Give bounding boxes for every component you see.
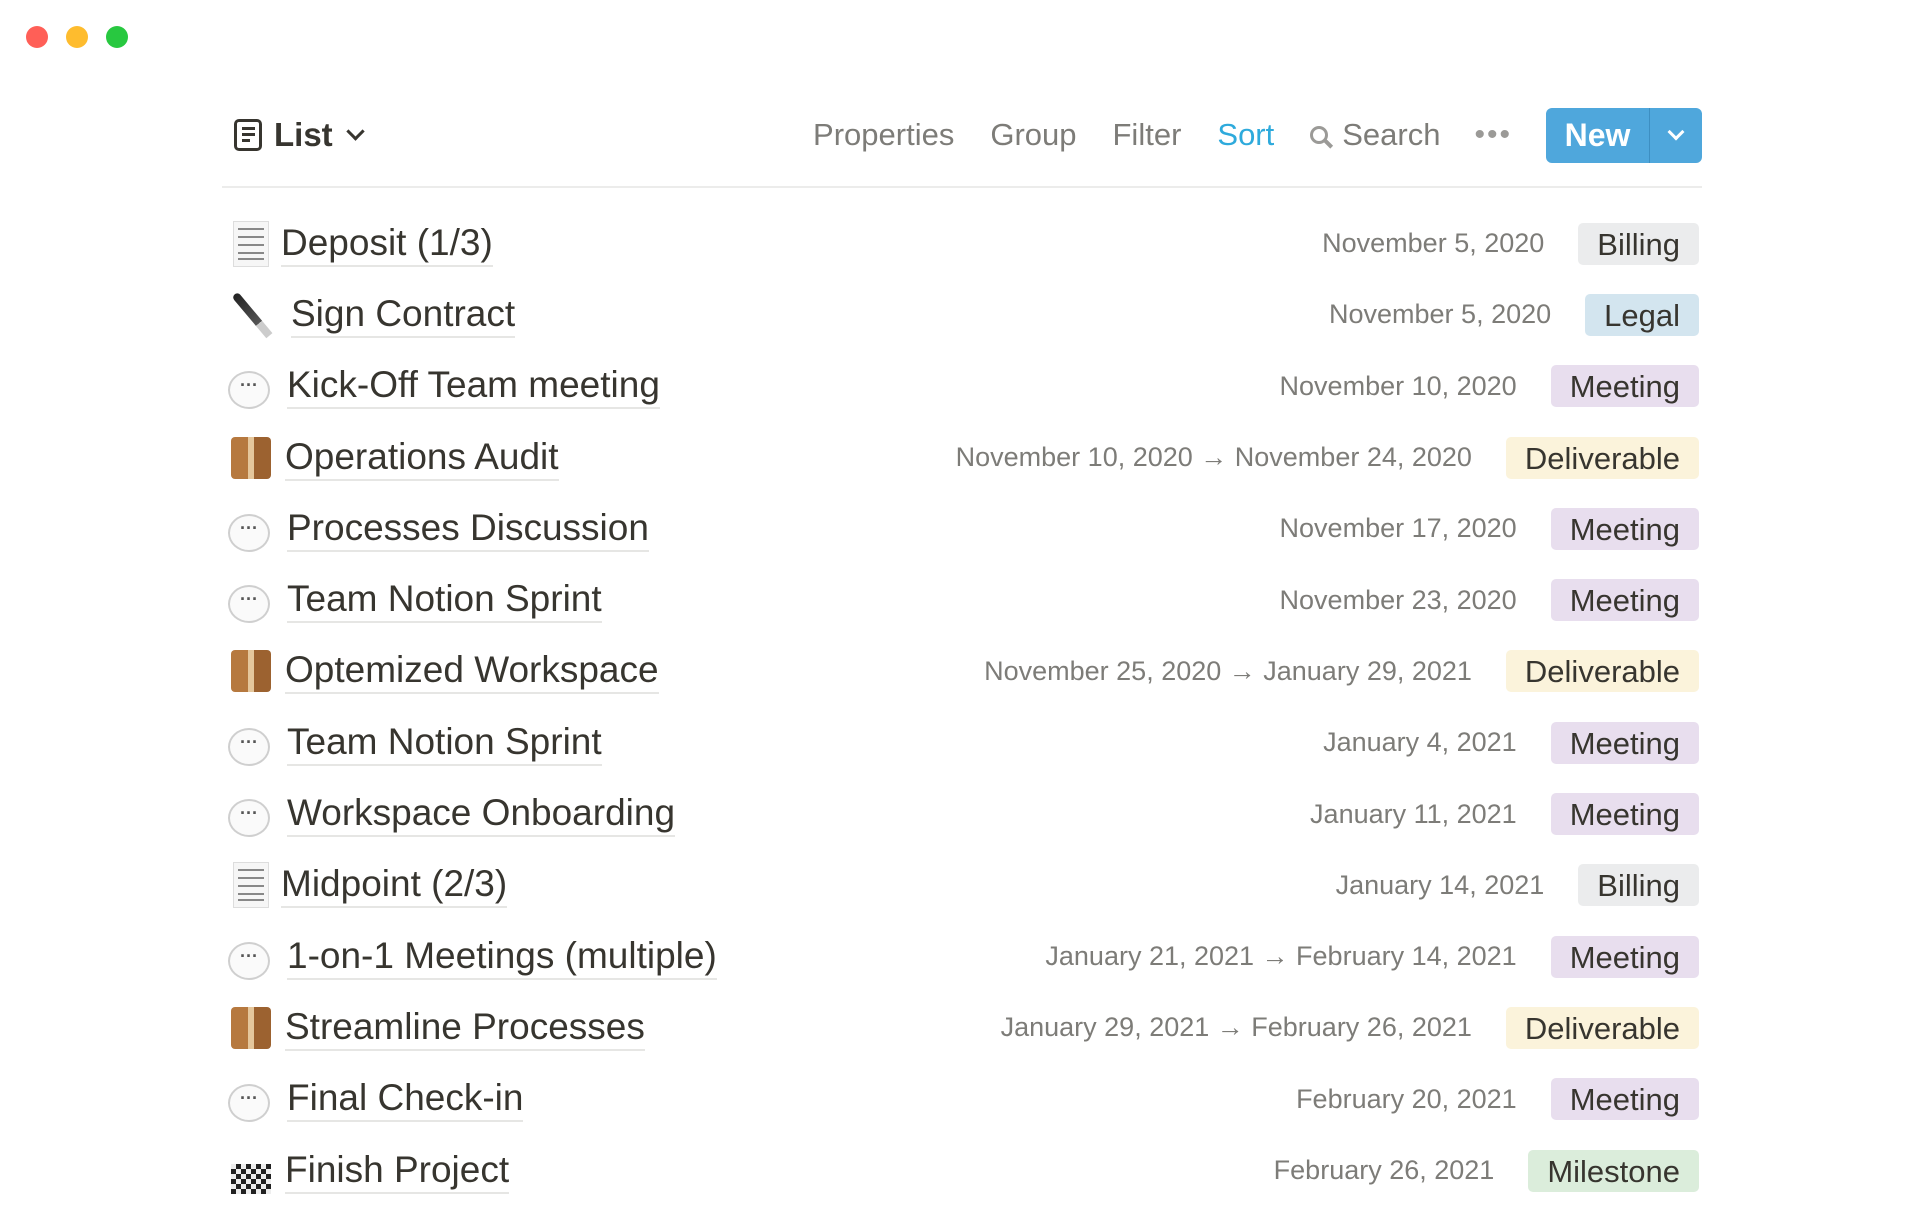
list-item[interactable]: ··· Processes Discussion November 17, 2020… [222,493,1699,564]
item-date: January 21, 2021 → February 14, 2021 [1045,941,1517,972]
item-tag: Meeting [1550,721,1699,764]
chevron-down-icon [345,121,365,141]
item-date: November 25, 2020 → January 29, 2021 [984,655,1472,686]
item-title[interactable]: Streamline Processes [285,1005,645,1051]
item-title[interactable]: Optemized Workspace [285,648,659,695]
list-item[interactable]: ··· Workspace Onboarding January 11, 2021 M… [222,778,1699,849]
more-options-button[interactable]: ••• [1474,118,1512,151]
list-item[interactable]: ··· Team Notion Sprint January 4, 2021 Meet… [222,707,1699,778]
speech-bubble-icon: ··· [228,727,270,766]
list-item[interactable]: Midpoint (2/3) January 14, 2021 Billing [222,850,1699,921]
package-icon [231,436,271,479]
item-title[interactable]: Team Notion Sprint [287,577,602,624]
item-tag: Meeting [1550,935,1699,978]
item-tag: Meeting [1550,793,1699,836]
item-date: November 23, 2020 [1279,584,1517,615]
item-title[interactable]: Midpoint (2/3) [281,862,508,909]
item-date: February 26, 2021 [1273,1155,1495,1185]
window-controls [26,26,128,48]
new-dropdown-button[interactable] [1650,108,1702,163]
database-list: Deposit (1/3) November 5, 2020 Billing Sign… [222,208,1699,1206]
item-tag: Deliverable [1505,436,1699,479]
item-date: November 5, 2020 [1329,299,1552,330]
item-date: February 20, 2021 [1296,1083,1517,1114]
pen-icon [228,292,274,338]
list-item[interactable]: ··· Team Notion Sprint November 23, 2020 Me… [222,564,1699,635]
item-date: November 10, 2020 [1279,370,1517,401]
chevron-down-icon [1667,123,1685,141]
item-tag: Deliverable [1505,1006,1699,1049]
view-switcher[interactable]: List [222,116,365,154]
item-tag: Meeting [1550,365,1699,408]
package-icon [231,650,271,693]
new-button[interactable]: New [1546,107,1650,163]
item-tag: Deliverable [1505,650,1699,693]
item-title[interactable]: Sign Contract [291,292,516,338]
item-date: January 29, 2021 → February 26, 2021 [1000,1012,1472,1043]
list-view-icon [234,119,262,151]
item-title[interactable]: Workspace Onboarding [287,791,676,838]
list-item[interactable]: Operations Audit November 10, 2020 → Nove… [222,422,1699,493]
speech-bubble-icon: ··· [228,941,270,980]
item-title[interactable]: Finish Project [285,1148,510,1194]
item-date: January 4, 2021 [1323,727,1517,758]
item-tag: Meeting [1550,507,1699,550]
speech-bubble-icon: ··· [228,513,270,552]
item-tag: Billing [1578,864,1699,907]
speech-bubble-icon: ··· [228,371,270,410]
item-title[interactable]: Deposit (1/3) [281,221,493,267]
speech-bubble-icon: ··· [228,799,270,838]
speech-bubble-icon: ··· [228,585,270,624]
list-item[interactable]: Streamline Processes January 29, 2021 → F… [222,992,1699,1063]
list-item[interactable]: ··· 1-on-1 Meetings (multiple) January 21,… [222,921,1699,992]
item-title[interactable]: Final Check-in [287,1076,524,1123]
item-date: November 5, 2020 [1322,228,1545,259]
item-title[interactable]: Kick-Off Team meeting [287,363,660,410]
view-label: List [274,116,333,153]
database-toolbar: List Properties Group Filter Sort Search… [222,106,1702,164]
item-tag: Meeting [1550,579,1699,622]
list-item[interactable]: Finish Project February 26, 2021 Milestone [222,1135,1699,1206]
toolbar-divider [222,186,1702,188]
item-title[interactable]: Team Notion Sprint [287,720,602,766]
sort-button[interactable]: Sort [1217,117,1275,152]
item-title[interactable]: 1-on-1 Meetings (multiple) [287,934,717,980]
item-date: November 17, 2020 [1279,513,1517,544]
list-item[interactable]: ··· Kick-Off Team meeting November 10, 202… [222,351,1699,422]
item-date: November 10, 2020 → November 24, 2020 [955,442,1472,473]
new-button-group: New [1546,107,1702,163]
item-tag: Meeting [1550,1078,1699,1121]
minimize-window-button[interactable] [66,26,88,48]
receipt-icon [233,220,269,267]
search-button[interactable]: Search [1310,117,1440,153]
list-item[interactable]: Sign Contract November 5, 2020 Legal [222,279,1699,350]
search-label: Search [1342,117,1441,152]
speech-bubble-icon: ··· [228,1084,270,1123]
group-button[interactable]: Group [990,117,1077,152]
receipt-icon [233,862,269,909]
close-window-button[interactable] [26,26,48,48]
item-title[interactable]: Operations Audit [285,435,559,481]
list-item[interactable]: ··· Final Check-in February 20, 2021 Meetin… [222,1064,1699,1135]
item-date: January 11, 2021 [1310,798,1517,829]
zoom-window-button[interactable] [106,26,128,48]
search-icon [1310,126,1329,144]
properties-button[interactable]: Properties [813,117,955,152]
package-icon [231,1006,271,1049]
item-tag: Milestone [1528,1149,1699,1192]
filter-button[interactable]: Filter [1112,117,1182,152]
item-date: January 14, 2021 [1335,869,1545,900]
list-item[interactable]: Optemized Workspace November 25, 2020 → J… [222,636,1699,707]
item-tag: Billing [1578,222,1699,265]
item-title[interactable]: Processes Discussion [287,506,649,552]
checkered-flag-icon [231,1163,271,1194]
list-item[interactable]: Deposit (1/3) November 5, 2020 Billing [222,208,1699,279]
item-tag: Legal [1585,293,1699,336]
